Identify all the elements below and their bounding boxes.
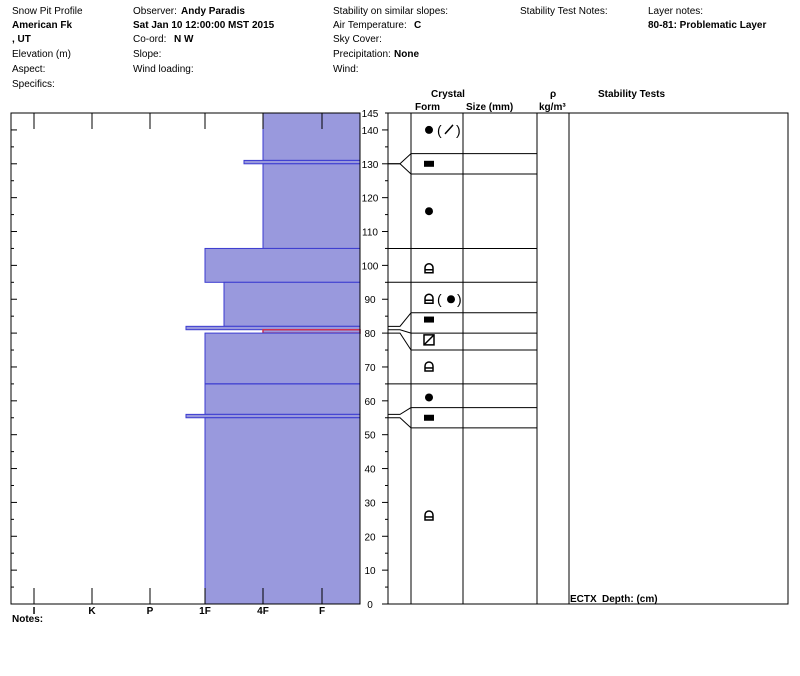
hardness-label: F [319,606,325,617]
hardness-layer [204,383,361,415]
aspect-label: Aspect: [12,64,46,75]
title: Snow Pit Profile [12,6,83,17]
layer-notes-label: Layer notes: [648,6,704,17]
stability-test-depth: Depth: (cm) [602,594,658,605]
slope-label: Slope: [133,49,162,60]
box-icon-slash [423,334,435,346]
y-tick-label: 100 [362,261,379,272]
layer-connector [388,407,412,415]
notes-label: Notes: [12,614,44,625]
round-grain-icon [425,393,433,402]
density-unit-header: kg/m³ [539,102,566,113]
y-tick-label: 0 [367,600,373,611]
paren-symbol: ) [457,291,462,307]
coord-label: Co-ord: [133,34,167,45]
tick-labels: 0 10 20 30 40 50 60 70 80 90 100 110 120 130 140 145 I K P… [33,109,379,617]
hardness-layer [262,328,361,334]
hardness-layer [262,112,361,161]
layer-note: 80-81: Problematic Layer [648,20,767,31]
hardness-label: K [88,606,96,617]
layer-connector [388,163,412,175]
y-tick-label: 80 [364,329,376,340]
layer-connector [388,153,412,165]
y-tick-label: 130 [362,160,379,171]
coord-value: N W [174,34,194,45]
layer-connectors [388,153,537,429]
paren-symbol: ( [437,122,442,138]
facet-icon [424,510,434,521]
hardness-label: P [147,606,154,617]
hardness-layer [204,332,361,385]
dash-icon [424,316,434,323]
state: , UT [12,34,31,45]
facet-icon [424,263,434,274]
precip-value: None [394,49,419,60]
location: American Fk [12,20,73,31]
hardness-layer [185,413,361,419]
y-tick-label: 70 [364,363,376,374]
precip-label: Precipitation: [333,49,391,60]
y-tick-label: 110 [362,228,378,239]
y-tick-label: 30 [364,498,376,509]
observer-label: Observer: [133,6,177,17]
stability-test-code: ECTX [570,594,597,605]
hardness-label: 1F [199,606,211,617]
stability-tests-header: Stability Tests [598,89,666,100]
hardness-layer [204,417,361,605]
y-tick-label: 60 [364,397,376,408]
tick-marks [11,112,388,605]
observer-name: Andy Paradis [181,6,245,17]
hardness-layer [204,247,361,283]
y-tick-label: 145 [362,109,379,120]
datetime: Sat Jan 10 12:00:00 MST 2015 [133,20,275,31]
elevation-label: Elevation (m) [12,49,71,60]
hardness-frame [10,112,361,605]
dash-icon [424,414,434,421]
crystal-frame [387,112,789,605]
y-tick-label: 10 [364,566,376,577]
stability-notes-label: Stability Test Notes: [520,6,608,17]
facet-icon [424,293,434,304]
dash-icon [424,160,434,167]
crystal-forms: () () [423,122,462,521]
round-grain-icon [425,125,433,134]
y-tick-label: 40 [364,465,376,476]
specifics-label: Specifics: [12,79,55,90]
round-grain-icon [447,295,455,304]
wind-label: Wind: [333,64,359,75]
sky-cover-label: Sky Cover: [333,34,382,45]
rho-header: ρ [550,89,557,100]
air-temp-value: C [414,20,422,31]
paren-symbol: ) [456,122,461,138]
y-tick-label: 140 [362,126,379,137]
round-grain-icon [425,207,433,216]
layer-connector [388,332,412,351]
y-tick-label: 20 [364,532,376,543]
stability-label: Stability on similar slopes: [333,6,449,17]
hardness-label: 4F [257,606,269,617]
hardness-layer [262,163,361,249]
y-tick-label: 90 [364,295,376,306]
chart-frames [10,112,789,605]
hardness-layer [223,281,361,327]
layer-connector [388,312,412,327]
facet-icon [424,361,434,372]
layer-connector [388,417,412,429]
hardness-label: I [33,606,36,617]
paren-symbol: ( [437,291,442,307]
y-tick-label: 50 [364,431,376,442]
y-tick-label: 120 [362,194,379,205]
wind-loading-label: Wind loading: [133,64,194,75]
air-temp-label: Air Temperature: [333,20,407,31]
size-header: Size (mm) [466,102,514,113]
hardness-profile [185,112,361,605]
form-header: Form [415,102,440,113]
crystal-header: Crystal [431,89,465,100]
slash-icon [444,124,454,135]
box-icon [423,334,435,346]
layer-connector [388,329,412,334]
hardness-layer [243,159,361,165]
